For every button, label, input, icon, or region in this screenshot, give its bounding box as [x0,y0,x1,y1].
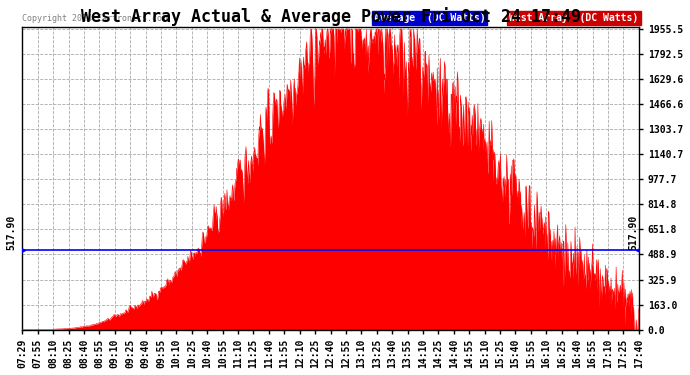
Text: 517.90: 517.90 [6,215,16,250]
Text: 517.90: 517.90 [629,215,639,250]
Text: Copyright 2014 Cartronics.com: Copyright 2014 Cartronics.com [22,14,167,23]
Title: West Array Actual & Average Power Fri Oct 24 17:49: West Array Actual & Average Power Fri Oc… [81,7,580,26]
Text: Average  (DC Watts): Average (DC Watts) [374,13,485,23]
Text: West Array  (DC Watts): West Array (DC Watts) [509,13,638,23]
